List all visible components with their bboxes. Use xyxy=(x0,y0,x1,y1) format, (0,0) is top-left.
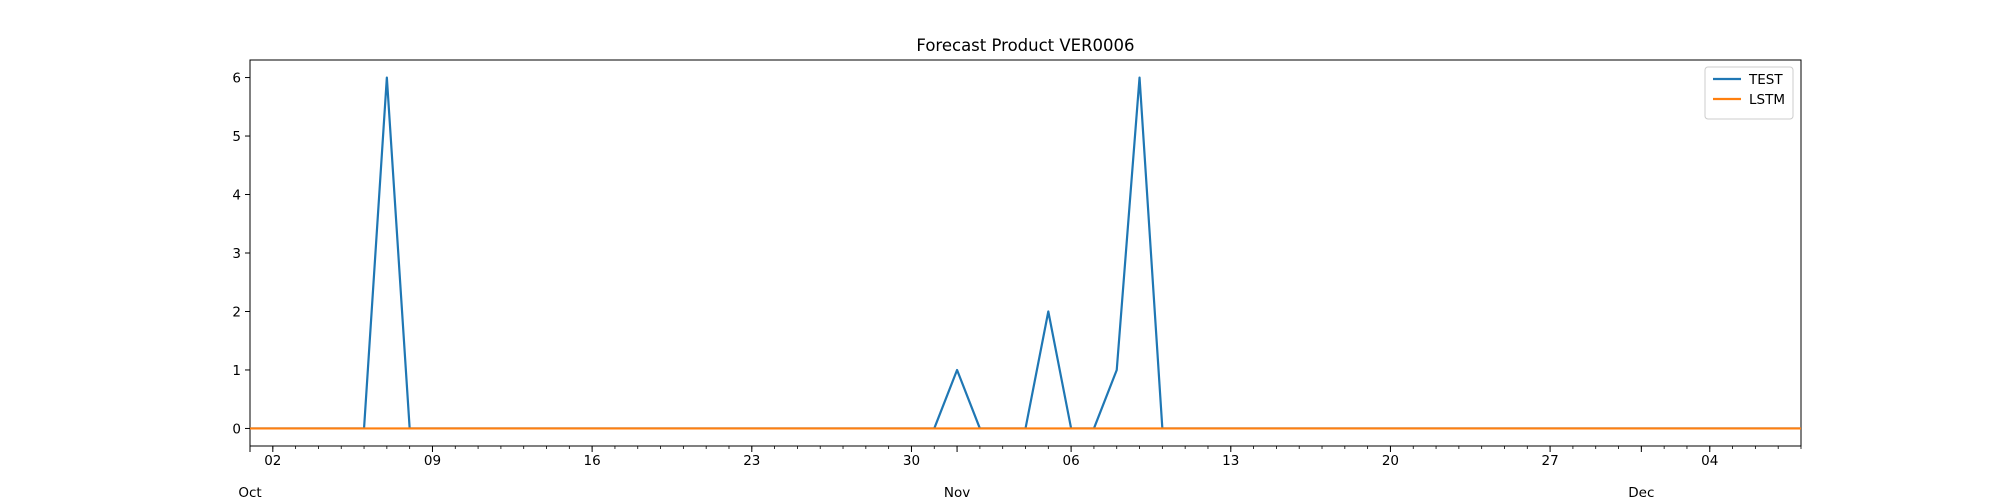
y-tick-label: 6 xyxy=(232,71,241,87)
y-tick-label: 2 xyxy=(232,304,241,320)
y-tick-label: 0 xyxy=(232,421,241,437)
x-tick-label: 09 xyxy=(424,453,441,469)
chart-title: Forecast Product VER0006 xyxy=(916,36,1134,55)
legend: TEST LSTM xyxy=(1704,66,1794,120)
legend-label-test: TEST xyxy=(1748,72,1783,88)
series-layer xyxy=(250,76,1801,430)
x-axis: 02 09 16 23 30 06 13 20 27 04 Oct Nov Dec xyxy=(238,446,1802,500)
x-tick-label: 27 xyxy=(1542,453,1559,469)
y-tick-label: 5 xyxy=(232,129,241,145)
x-tick-label: 20 xyxy=(1382,453,1399,469)
x-tick-label: 16 xyxy=(584,453,601,469)
x-tick-label: 30 xyxy=(903,453,920,469)
x-tick-label: 02 xyxy=(264,453,281,469)
x-month-label: Oct xyxy=(238,485,261,500)
y-axis: 0 1 2 3 4 5 6 xyxy=(232,71,250,437)
x-tick-label: 04 xyxy=(1701,453,1718,469)
y-tick-label: 4 xyxy=(232,188,241,204)
x-month-label: Nov xyxy=(944,485,970,500)
legend-label-lstm: LSTM xyxy=(1749,92,1785,108)
y-tick-label: 1 xyxy=(232,363,241,379)
x-tick-label: 23 xyxy=(743,453,760,469)
x-tick-label: 06 xyxy=(1063,453,1080,469)
x-tick-label: 13 xyxy=(1222,453,1239,469)
y-tick-label: 3 xyxy=(232,246,241,262)
x-month-label: Dec xyxy=(1628,485,1654,500)
